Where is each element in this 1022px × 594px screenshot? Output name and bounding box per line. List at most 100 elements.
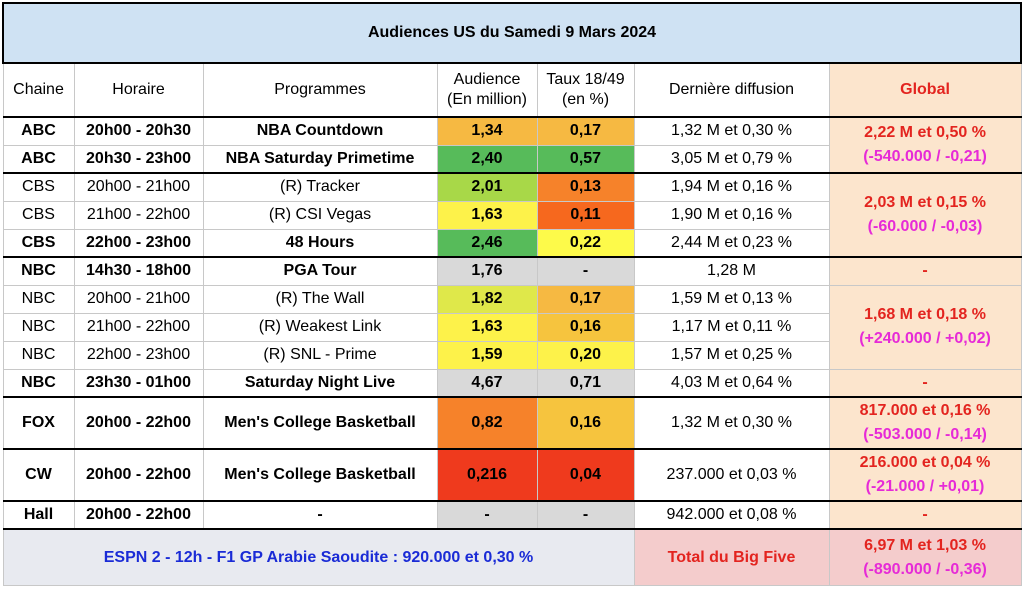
header-taux: Taux 18/49 (en %): [536, 62, 635, 118]
cell-horaire: 21h00 - 22h00: [73, 200, 204, 230]
cell-taux: 0,71: [536, 368, 635, 398]
global-cw: 216.000 et 0,04 % (-21.000 / +0,01): [828, 448, 1022, 502]
global-cw-delta: (-21.000 / +0,01): [865, 478, 985, 495]
cell-derniere: 4,03 M et 0,64 %: [633, 368, 830, 398]
cell-chaine: ABC: [2, 144, 75, 174]
cell-horaire: 20h00 - 20h30: [73, 116, 204, 146]
global-abc-main: 2,22 M et 0,50 %: [864, 124, 986, 141]
global-cbs: 2,03 M et 0,15 % (-60.000 / -0,03): [828, 172, 1022, 258]
title-row: Audiences US du Samedi 9 Mars 2024: [1, 2, 1022, 64]
cell-programme: NBA Countdown: [202, 116, 438, 146]
cell-taux: 0,57: [536, 144, 635, 174]
cell-derniere: 1,17 M et 0,11 %: [633, 312, 830, 342]
cell-derniere: 942.000 et 0,08 %: [633, 500, 830, 530]
cell-chaine: CW: [2, 448, 75, 502]
bigfive-total: 6,97 M et 1,03 % (-890.000 / -0,36): [828, 528, 1022, 586]
table-row: ABC 20h30 - 23h00 NBA Saturday Primetime…: [2, 144, 1021, 174]
table-row: CBS 20h00 - 21h00 (R) Tracker 2,01 0,13 …: [2, 172, 1022, 258]
cell-audience: 0,82: [436, 396, 538, 450]
table-row: NBC 20h00 - 21h00 (R) The Wall 1,82 0,17…: [2, 284, 1022, 370]
table-row: CBS 21h00 - 22h00 (R) CSI Vegas 1,63 0,1…: [2, 200, 1021, 230]
cell-taux: 0,13: [536, 172, 635, 202]
cell-taux: 0,11: [536, 200, 635, 230]
global-nbc-prime-delta: (+240.000 / +0,02): [859, 330, 991, 347]
cell-programme: -: [202, 500, 438, 530]
cell-chaine: NBC: [2, 312, 75, 342]
global-nbc-prime-main: 1,68 M et 0,18 %: [864, 306, 986, 323]
cell-chaine: CBS: [2, 228, 75, 258]
cell-programme: (R) SNL - Prime: [202, 340, 438, 370]
cell-programme: (R) Tracker: [202, 172, 438, 202]
cell-audience: 2,01: [436, 172, 538, 202]
cell-audience: 1,76: [436, 256, 538, 286]
cell-derniere: 1,28 M: [633, 256, 830, 286]
table-row: NBC 14h30 - 18h00 PGA Tour 1,76 - 1,28 M…: [2, 256, 1022, 286]
bigfive-label: Total du Big Five: [633, 528, 830, 586]
cell-chaine: Hall: [2, 500, 75, 530]
header-programmes: Programmes: [202, 62, 438, 118]
cell-derniere: 1,57 M et 0,25 %: [633, 340, 830, 370]
global-nbc-snl: -: [828, 368, 1022, 398]
cell-audience: 0,216: [436, 448, 538, 502]
cell-programme: Men's College Basketball: [202, 396, 438, 450]
cell-horaire: 20h00 - 22h00: [73, 448, 204, 502]
cell-horaire: 14h30 - 18h00: [73, 256, 204, 286]
global-cbs-main: 2,03 M et 0,15 %: [864, 194, 986, 211]
footer-row: ESPN 2 - 12h - F1 GP Arabie Saoudite : 9…: [2, 528, 1022, 586]
table-row: FOX 20h00 - 22h00 Men's College Basketba…: [2, 396, 1022, 450]
table-row: ABC 20h00 - 20h30 NBA Countdown 1,34 0,1…: [2, 116, 1022, 174]
cell-taux: 0,22: [536, 228, 635, 258]
cell-derniere: 1,32 M et 0,30 %: [633, 396, 830, 450]
cell-programme: (R) The Wall: [202, 284, 438, 314]
header-audience-line1: Audience: [453, 71, 521, 88]
cell-derniere: 3,05 M et 0,79 %: [633, 144, 830, 174]
cell-chaine: CBS: [2, 172, 75, 202]
table-row: Hall 20h00 - 22h00 - - - 942.000 et 0,08…: [2, 500, 1022, 530]
cell-chaine: CBS: [2, 200, 75, 230]
header-global: Global: [828, 62, 1022, 118]
global-nbc-prime: 1,68 M et 0,18 % (+240.000 / +0,02): [828, 284, 1022, 370]
cell-audience: 1,63: [436, 312, 538, 342]
cell-programme: NBA Saturday Primetime: [202, 144, 438, 174]
cell-chaine: NBC: [2, 340, 75, 370]
table-row: NBC 21h00 - 22h00 (R) Weakest Link 1,63 …: [2, 312, 1021, 342]
header-chaine: Chaine: [2, 62, 75, 118]
cell-horaire: 21h00 - 22h00: [73, 312, 204, 342]
cell-horaire: 22h00 - 23h00: [73, 228, 204, 258]
cell-horaire: 20h00 - 21h00: [73, 172, 204, 202]
cell-programme: Saturday Night Live: [202, 368, 438, 398]
cell-taux: 0,20: [536, 340, 635, 370]
global-hall: -: [828, 500, 1022, 530]
cell-horaire: 20h30 - 23h00: [73, 144, 204, 174]
cell-horaire: 20h00 - 21h00: [73, 284, 204, 314]
cell-chaine: ABC: [2, 116, 75, 146]
global-fox: 817.000 et 0,16 % (-503.000 / -0,14): [828, 396, 1022, 450]
cell-audience: 4,67: [436, 368, 538, 398]
table-title: Audiences US du Samedi 9 Mars 2024: [1, 2, 1022, 64]
cell-chaine: NBC: [2, 368, 75, 398]
cell-programme: (R) Weakest Link: [202, 312, 438, 342]
espn-note: ESPN 2 - 12h - F1 GP Arabie Saoudite : 9…: [2, 528, 635, 586]
cell-audience: 1,82: [436, 284, 538, 314]
cell-horaire: 23h30 - 01h00: [73, 368, 204, 398]
bigfive-delta: (-890.000 / -0,36): [863, 560, 987, 578]
cell-derniere: 1,90 M et 0,16 %: [633, 200, 830, 230]
cell-horaire: 20h00 - 22h00: [73, 396, 204, 450]
global-abc-delta: (-540.000 / -0,21): [863, 148, 987, 165]
header-derniere: Dernière diffusion: [633, 62, 830, 118]
cell-derniere: 1,59 M et 0,13 %: [633, 284, 830, 314]
header-audience-line2: (En million): [446, 91, 527, 108]
global-nbc-pga: -: [828, 256, 1022, 286]
cell-audience: 2,46: [436, 228, 538, 258]
cell-taux: -: [536, 500, 635, 530]
cell-taux: 0,17: [536, 116, 635, 146]
cell-horaire: 22h00 - 23h00: [73, 340, 204, 370]
global-cw-main: 216.000 et 0,04 %: [859, 454, 991, 471]
global-cbs-delta: (-60.000 / -0,03): [867, 218, 983, 235]
cell-taux: 0,17: [536, 284, 635, 314]
cell-programme: PGA Tour: [202, 256, 438, 286]
table-row: NBC 23h30 - 01h00 Saturday Night Live 4,…: [2, 368, 1022, 398]
cell-programme: 48 Hours: [202, 228, 438, 258]
table-row: CW 20h00 - 22h00 Men's College Basketbal…: [2, 448, 1022, 502]
